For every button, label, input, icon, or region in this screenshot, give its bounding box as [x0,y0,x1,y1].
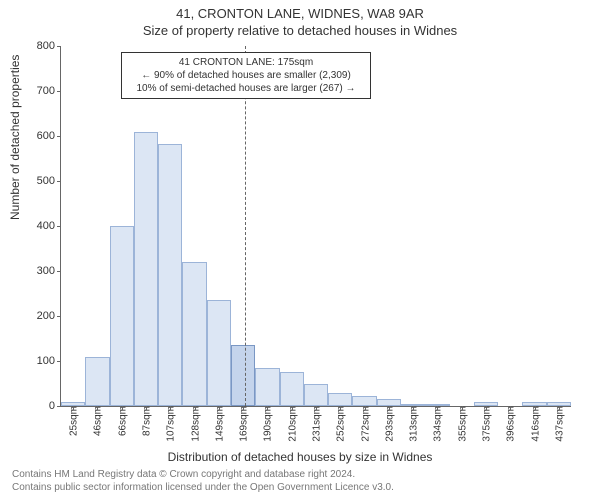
y-tick-mark [57,181,61,182]
x-tick-mark [486,406,487,410]
x-tick-label: 355sqm [455,406,468,442]
x-tick-label: 210sqm [285,406,298,442]
x-tick-label: 231sqm [310,406,323,442]
x-tick-label: 25sqm [67,406,80,436]
x-tick-mark [219,406,220,410]
x-tick-mark [389,406,390,410]
histogram-bar [110,226,134,406]
y-tick-mark [57,316,61,317]
histogram-bar [304,384,328,407]
plot-area: 010020030040050060070080025sqm46sqm66sqm… [60,46,571,407]
y-tick-mark [57,361,61,362]
x-tick-label: 272sqm [358,406,371,442]
x-tick-mark [73,406,74,410]
x-tick-mark [535,406,536,410]
y-tick-mark [57,271,61,272]
x-tick-mark [146,406,147,410]
x-tick-label: 128sqm [188,406,201,442]
x-tick-mark [316,406,317,410]
annotation-line: 41 CRONTON LANE: 175sqm [127,56,365,69]
x-tick-mark [97,406,98,410]
x-tick-label: 190sqm [261,406,274,442]
histogram-bar [158,144,182,406]
annotation-line: ← 90% of detached houses are smaller (2,… [127,69,365,82]
x-tick-label: 437sqm [552,406,565,442]
x-tick-mark [462,406,463,410]
x-tick-mark [243,406,244,410]
x-tick-mark [510,406,511,410]
footer-line-2: Contains public sector information licen… [12,481,394,494]
histogram-bar [85,357,109,406]
x-tick-label: 375sqm [480,406,493,442]
x-tick-label: 334sqm [431,406,444,442]
x-tick-mark [267,406,268,410]
x-tick-label: 87sqm [140,406,153,436]
x-tick-mark [122,406,123,410]
x-tick-label: 396sqm [504,406,517,442]
x-tick-mark [437,406,438,410]
x-tick-mark [365,406,366,410]
chart-title-sub: Size of property relative to detached ho… [0,21,600,38]
x-tick-mark [170,406,171,410]
x-tick-mark [292,406,293,410]
x-tick-label: 293sqm [382,406,395,442]
histogram-bar [207,300,231,406]
x-tick-label: 107sqm [164,406,177,442]
x-axis-label: Distribution of detached houses by size … [0,450,600,464]
y-tick-mark [57,226,61,227]
annotation-line: 10% of semi-detached houses are larger (… [127,82,365,95]
annotation-box: 41 CRONTON LANE: 175sqm← 90% of detached… [121,52,371,99]
footer-attribution: Contains HM Land Registry data © Crown c… [12,468,394,494]
histogram-bar [352,396,376,406]
property-marker-line [245,46,246,406]
y-tick-mark [57,136,61,137]
histogram-bar [182,262,206,406]
x-tick-mark [340,406,341,410]
y-tick-mark [57,91,61,92]
chart-container: 41, CRONTON LANE, WIDNES, WA8 9AR Size o… [0,0,600,500]
histogram-bar [280,372,304,406]
x-tick-mark [559,406,560,410]
histogram-bar [377,399,401,406]
x-tick-label: 313sqm [407,406,420,442]
histogram-bar [231,345,255,406]
histogram-bar [134,132,158,407]
x-tick-mark [413,406,414,410]
x-tick-label: 169sqm [237,406,250,442]
histogram-bar [328,393,352,407]
x-tick-label: 416sqm [528,406,541,442]
x-tick-label: 149sqm [212,406,225,442]
x-tick-mark [195,406,196,410]
footer-line-1: Contains HM Land Registry data © Crown c… [12,468,394,481]
chart-title-main: 41, CRONTON LANE, WIDNES, WA8 9AR [0,0,600,21]
histogram-bar [255,368,279,406]
y-axis-label: Number of detached properties [8,55,22,220]
x-tick-label: 46sqm [91,406,104,436]
x-tick-label: 252sqm [334,406,347,442]
x-tick-label: 66sqm [115,406,128,436]
y-tick-mark [57,406,61,407]
y-tick-mark [57,46,61,47]
